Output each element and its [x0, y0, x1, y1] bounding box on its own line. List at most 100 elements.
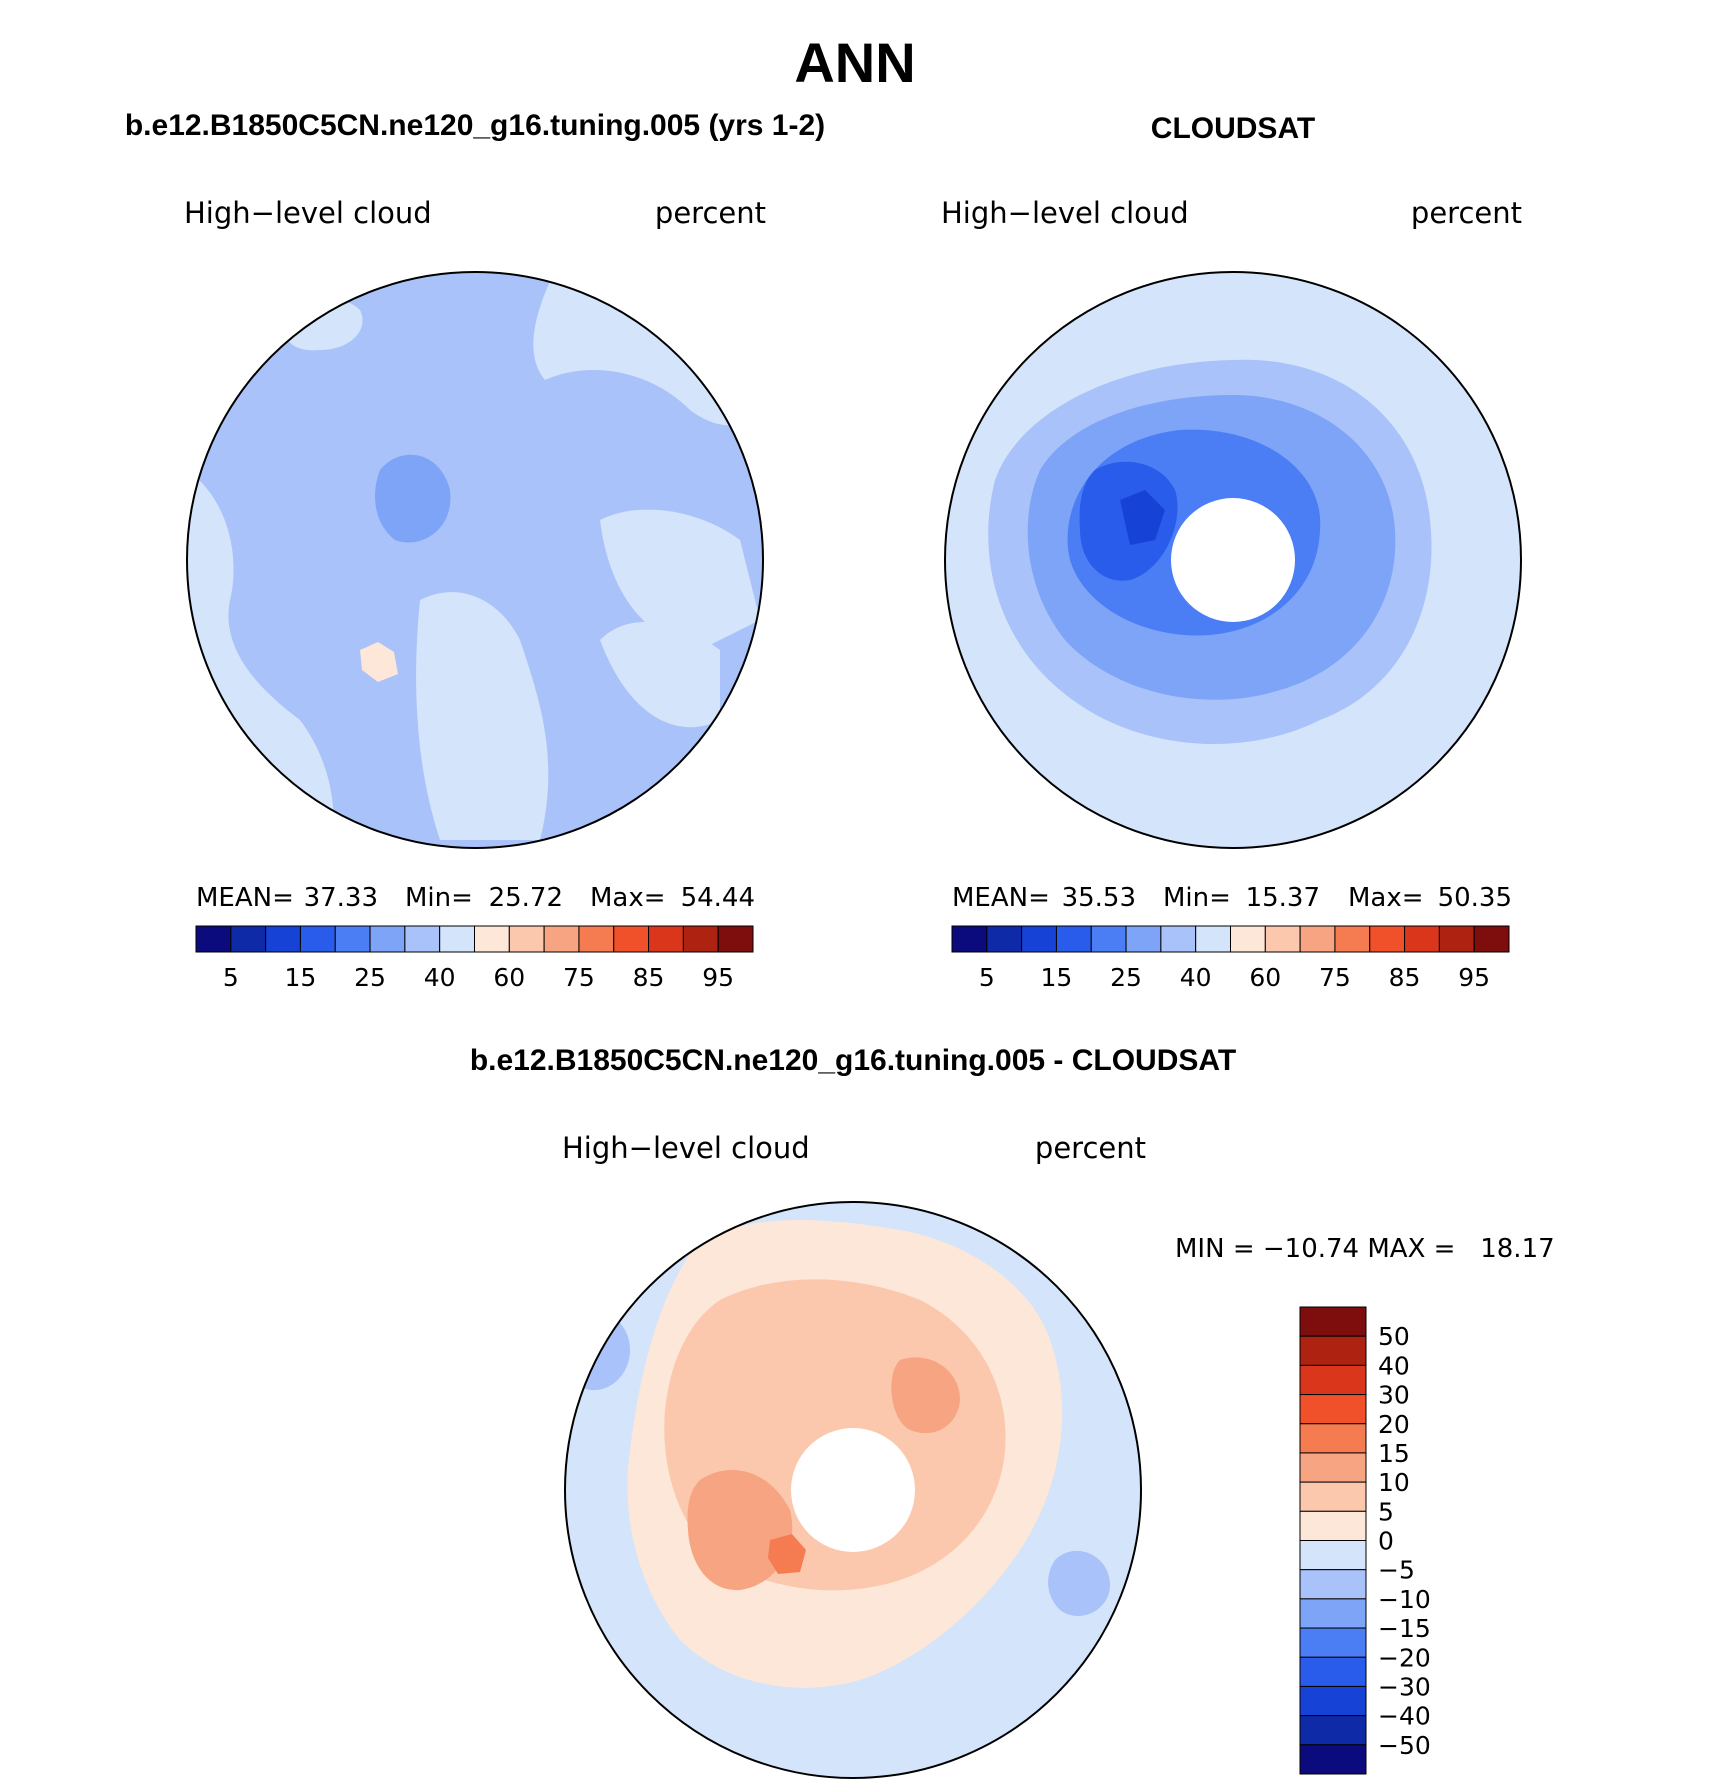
- panel-b-colorbar-swatch: [1438, 925, 1475, 953]
- panel-a-colorbar: 5 15 25 40 60 75 85 95: [195, 925, 754, 992]
- panel-a-colorbar-swatch: [334, 925, 371, 953]
- panel-c-colorbar-tick-label: −20: [1378, 1643, 1431, 1672]
- panel-a-stats: MEAN= 37.33 Min= 25.72 Max= 54.44: [196, 883, 755, 913]
- panel-c-colorbar-swatch: [1299, 1510, 1367, 1541]
- panel-c-colorbar-swatch: [1299, 1306, 1367, 1337]
- panel-c-units: percent: [1035, 1131, 1146, 1165]
- panel-a-colorbar-tick-label: 85: [633, 963, 665, 992]
- panel-b-title: CLOUDSAT: [1151, 112, 1315, 145]
- panel-a-min: 25.72: [489, 883, 563, 913]
- panel-c-colorbar-tick-label: 40: [1378, 1351, 1410, 1380]
- panel-c-colorbar-tick-label: −5: [1378, 1556, 1415, 1585]
- panel-c-colorbar-swatch: [1299, 1452, 1367, 1483]
- panel-c-colorbar-swatch: [1299, 1394, 1367, 1425]
- panel-a-colorbar-tick-label: 15: [285, 963, 317, 992]
- panel-c-colorbar-swatch: [1299, 1715, 1367, 1746]
- panel-a-colorbar-swatch: [717, 925, 754, 953]
- panel-c-colorbar-swatch: [1299, 1423, 1367, 1454]
- panel-c-colorbar-tick-label: −10: [1378, 1585, 1431, 1614]
- panel-a-map: [186, 271, 764, 849]
- panel-a-colorbar-swatch: [230, 925, 267, 953]
- panel-c-colorbar-swatch: [1299, 1481, 1367, 1512]
- figure-title: ANN: [794, 31, 915, 94]
- panel-b-colorbar-swatch: [1021, 925, 1057, 953]
- panel-b-min: 15.37: [1246, 883, 1320, 913]
- panel-b-colorbar-tick-label: 60: [1249, 963, 1281, 992]
- panel-a-colorbar-swatch: [439, 925, 475, 953]
- panel-a-colorbar-tick-label: 60: [493, 963, 525, 992]
- panel-b-colorbar-swatch: [1160, 925, 1197, 953]
- panel-b-colorbar: 5 15 25 40 60 75 85 95: [951, 925, 1510, 992]
- panel-c-colorbar-tick-label: −40: [1378, 1702, 1431, 1731]
- panel-b-min-label: Min=: [1163, 883, 1231, 913]
- panel-b-colorbar-swatch: [1334, 925, 1371, 953]
- panel-b-map: [944, 271, 1522, 849]
- panel-c-colorbar-tick-label: 30: [1378, 1381, 1410, 1410]
- panel-a-colorbar-swatch: [543, 925, 580, 953]
- panel-a-colorbar-swatch: [369, 925, 406, 953]
- panel-b-colorbar-tick-label: 25: [1110, 963, 1142, 992]
- panel-b-colorbar-swatch: [1090, 925, 1127, 953]
- panel-b-colorbar-swatch: [986, 925, 1023, 953]
- panel-c-colorbar-tick-label: 15: [1378, 1439, 1410, 1468]
- panel-a-colorbar-tick-label: 40: [424, 963, 456, 992]
- panel-a-colorbar-swatch: [613, 925, 650, 953]
- panel-c-colorbar-swatch: [1299, 1744, 1367, 1775]
- panel-a-colorbar-swatch: [404, 925, 441, 953]
- panel-c-colorbar-tick-label: 20: [1378, 1410, 1410, 1439]
- panel-c-colorbar-tick-label: −15: [1378, 1614, 1431, 1643]
- panel-a-colorbar-swatch: [648, 925, 684, 953]
- panel-c-colorbar-swatch: [1299, 1364, 1367, 1396]
- panel-a-colorbar-swatch: [265, 925, 301, 953]
- panel-b-colorbar-swatch: [1264, 925, 1301, 953]
- panel-a-colorbar-tick-label: 95: [702, 963, 734, 992]
- panel-b-colorbar-swatch: [1369, 925, 1406, 953]
- panel-c-colorbar-tick-label: −30: [1378, 1672, 1431, 1701]
- panel-b-colorbar-swatch: [1195, 925, 1231, 953]
- panel-a-title: b.e12.B1850C5CN.ne120_g16.tuning.005 (yr…: [125, 109, 825, 142]
- panel-c-colorbar-tick-label: 10: [1378, 1468, 1410, 1497]
- panel-b-max: 50.35: [1438, 883, 1512, 913]
- panel-b-max-label: Max=: [1348, 883, 1424, 913]
- panel-a-colorbar-swatch: [299, 925, 336, 953]
- panel-a-mean: 37.33: [304, 883, 378, 913]
- panel-b-variable: High−level cloud: [941, 196, 1189, 230]
- panel-c-colorbar-tick-label: −50: [1378, 1731, 1431, 1760]
- panel-c-colorbar-swatch: [1299, 1685, 1367, 1717]
- panel-a-colorbar-swatch: [578, 925, 615, 953]
- panel-b-units: percent: [1411, 196, 1522, 230]
- panel-a-colorbar-tick-label: 75: [563, 963, 595, 992]
- panel-b-mean: 35.53: [1062, 883, 1136, 913]
- panel-a-max: 54.44: [681, 883, 755, 913]
- panel-c-map: [564, 1201, 1142, 1779]
- panel-c-colorbar-tick-label: 50: [1378, 1322, 1410, 1351]
- panel-c-colorbar-tick-label: 5: [1378, 1497, 1394, 1526]
- panel-b-stats: MEAN= 35.53 Min= 15.37 Max= 50.35: [952, 883, 1512, 913]
- panel-c-minmax: MIN = −10.74 MAX = 18.17: [1175, 1234, 1555, 1264]
- panel-a-colorbar-swatch: [474, 925, 510, 953]
- panel-b-colorbar-tick-label: 75: [1319, 963, 1351, 992]
- panel-c-variable: High−level cloud: [562, 1131, 810, 1165]
- panel-c-colorbar-swatch: [1299, 1627, 1367, 1658]
- panel-b-colorbar-swatch: [951, 925, 988, 953]
- panel-b-colorbar-tick-label: 85: [1389, 963, 1421, 992]
- panel-b-colorbar-tick-label: 15: [1041, 963, 1073, 992]
- panel-a-mean-label: MEAN=: [196, 883, 294, 913]
- panel-a-colorbar-tick-label: 25: [354, 963, 386, 992]
- panel-a-colorbar-swatch: [508, 925, 545, 953]
- panel-c-title: b.e12.B1850C5CN.ne120_g16.tuning.005 - C…: [470, 1044, 1236, 1077]
- panel-a-max-label: Max=: [590, 883, 666, 913]
- panel-a-colorbar-swatch: [195, 925, 232, 953]
- panel-a-min-label: Min=: [405, 883, 473, 913]
- panel-b-colorbar-tick-label: 5: [979, 963, 995, 992]
- panel-c-colorbar-swatch: [1299, 1335, 1367, 1366]
- panel-c-colorbar-tick-label: 0: [1378, 1527, 1394, 1556]
- panel-b-colorbar-swatch: [1055, 925, 1092, 953]
- panel-b-colorbar-tick-label: 95: [1458, 963, 1490, 992]
- panel-a-colorbar-tick-label: 5: [223, 963, 239, 992]
- panel-b-colorbar-swatch: [1230, 925, 1266, 953]
- panel-b-colorbar-tick-label: 40: [1180, 963, 1212, 992]
- panel-a-variable: High−level cloud: [184, 196, 432, 230]
